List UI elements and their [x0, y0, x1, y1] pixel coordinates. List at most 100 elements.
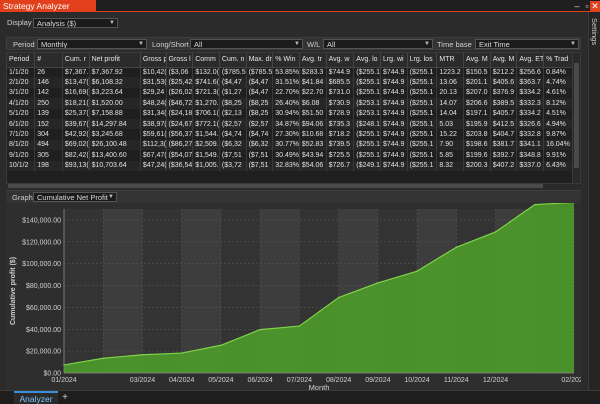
period-value: Monthly	[41, 40, 68, 49]
table-cell: $1,270.	[192, 98, 220, 109]
column-header[interactable]: Period	[7, 53, 36, 68]
column-header[interactable]: Gross l	[166, 53, 194, 68]
table-cell: 142	[34, 87, 63, 99]
table-cell: 7/1/20	[7, 129, 36, 140]
table-cell: ($8,25	[246, 108, 274, 119]
column-header[interactable]: Avg. ET	[516, 53, 545, 68]
table-cell: $744.9	[380, 87, 408, 99]
column-header[interactable]: Avg. tr	[299, 53, 327, 68]
column-header[interactable]: Lrg. los	[407, 53, 438, 68]
table-cell: ($255.1	[407, 150, 438, 161]
long-short-label: Long/Short	[152, 40, 189, 49]
cumulative-profit-chart: $0.00 $20,000.00 $40,000.00 $60,000.00 $80,0…	[10, 201, 587, 392]
table-cell: $728.9	[326, 108, 355, 119]
table-cell: 139	[34, 108, 63, 119]
display-label: Display	[7, 18, 32, 27]
table-cell: 1223.2	[436, 67, 465, 78]
column-header[interactable]: Max. dr	[246, 53, 274, 68]
settings-panel-tab[interactable]: Settings	[588, 12, 600, 392]
table-cell: $392.7	[490, 150, 518, 161]
vertical-scrollbar[interactable]	[572, 53, 580, 183]
table-row[interactable]: 3/1/20 142 $16,69($3,223.64 $29,24 ($26,02 $7…	[7, 87, 573, 99]
table-cell: $363.7	[516, 77, 545, 88]
table-cell: $94.06	[299, 118, 327, 130]
table-row[interactable]: 2/1/20 146 $13,47($6,108.32 $31,53(($25,42 $…	[7, 77, 573, 88]
column-header[interactable]: Avg. lo	[353, 53, 381, 68]
profit-area	[64, 202, 574, 373]
table-cell: ($255.1	[407, 160, 438, 171]
wl-select[interactable]: All ▼	[323, 39, 433, 49]
table-cell: ($4,47	[246, 87, 274, 99]
table-cell: $7,367.	[62, 67, 90, 78]
column-header[interactable]: Cum. r	[62, 53, 90, 68]
table-cell: ($253.1	[353, 98, 381, 109]
table-cell: 14.04	[436, 108, 465, 119]
tab-analyzer[interactable]: Analyzer	[14, 391, 58, 404]
table-cell: 30.77%	[272, 139, 300, 151]
table-cell: 4.94%	[543, 118, 573, 130]
column-header[interactable]: % Win	[272, 53, 300, 68]
add-tab-icon[interactable]: +	[62, 392, 68, 403]
minimize-icon[interactable]: –	[574, 1, 580, 11]
column-header[interactable]: Gross p	[140, 53, 167, 68]
column-header[interactable]: #	[34, 53, 63, 68]
table-cell: $197.1	[463, 108, 491, 119]
table-cell: $18,21(	[62, 98, 90, 109]
table-cell: $10,42(	[140, 67, 167, 78]
table-cell: $1,520.00	[89, 98, 141, 109]
table-cell: ($7,51	[219, 150, 247, 161]
table-cell: $25,37(	[62, 108, 90, 119]
graph-select[interactable]: Cumulative Net Profit ▼	[33, 192, 117, 202]
table-cell: $685.5	[326, 77, 355, 88]
table-cell: ($46,72	[166, 98, 194, 109]
column-header[interactable]: Lrg. wi	[380, 53, 408, 68]
close-icon[interactable]: ✕	[590, 1, 600, 11]
scroll-thumb[interactable]	[8, 184, 543, 188]
table-cell: $41.84	[299, 77, 327, 88]
table-row[interactable]: 7/1/20 304 $42,92($3,245.68 $59,61(($56,37 $…	[7, 129, 573, 140]
table-cell: $6,108.32	[89, 77, 141, 88]
table-cell: 8.32	[436, 160, 465, 171]
table-cell: $334.2	[516, 87, 545, 99]
column-header[interactable]: Cum. n	[219, 53, 247, 68]
table-row[interactable]: 10/1/2 198 $93,13($10,703.64 $47,24(($36,54…	[7, 160, 573, 171]
column-header[interactable]: MTR	[436, 53, 465, 68]
table-cell: ($2,57	[246, 118, 274, 130]
table-cell: ($785.5	[246, 67, 274, 78]
table-row[interactable]: 6/1/20 152 $39,67($14,297.84 $38,97(($24,67…	[7, 118, 573, 130]
table-cell: 13.06	[436, 77, 465, 88]
table-row[interactable]: 4/1/20 250 $18,21($1,520.00 $48,24(($46,72 $…	[7, 98, 573, 109]
x-tick-label: 03/2024	[130, 377, 155, 384]
restore-icon[interactable]: ▫	[585, 1, 589, 11]
table-cell: $1,544.	[192, 129, 220, 140]
table-cell: $744.9	[380, 139, 408, 151]
period-select[interactable]: Monthly ▼	[37, 39, 147, 49]
long-short-select[interactable]: All ▼	[190, 39, 303, 49]
table-row[interactable]: 8/1/20 494 $69,02($26,100.48 $112,3(($86,27…	[7, 139, 573, 151]
table-cell: $10.68	[299, 129, 327, 140]
table-row[interactable]: 9/1/20 305 $82,42($13,400.60 $67,47(($54,07…	[7, 150, 573, 161]
data-point	[416, 270, 418, 272]
table-cell: $706.1(	[192, 108, 220, 119]
table-cell: 22.70%	[272, 87, 300, 99]
table-cell: ($4,47	[246, 77, 274, 88]
table-cell: $199.6	[463, 150, 491, 161]
x-axis-label: Month	[309, 383, 330, 390]
column-header[interactable]: % Trad	[543, 53, 573, 68]
column-header[interactable]: Comm	[192, 53, 220, 68]
table-row[interactable]: 5/1/20 139 $25,37($7,158.88 $31,34(($24,18 $…	[7, 108, 573, 119]
scroll-thumb[interactable]	[574, 63, 579, 168]
table-cell: $13,47(	[62, 77, 90, 88]
horizontal-scrollbar[interactable]	[6, 184, 581, 188]
table-cell: 494	[34, 139, 63, 151]
table-cell: ($4,47	[219, 77, 247, 88]
time-base-select[interactable]: Exit Time ▼	[475, 39, 579, 49]
column-header[interactable]: Avg. M	[463, 53, 491, 68]
table-row[interactable]: 1/1/20 26 $7,367. $7,367.92 $10,42(($3,06 $13…	[7, 67, 573, 78]
data-point	[377, 282, 379, 284]
table-cell: 16.04%	[543, 139, 573, 151]
column-header[interactable]: Avg. w	[326, 53, 355, 68]
column-header[interactable]: Avg. M	[490, 53, 518, 68]
column-header[interactable]: Net profit	[89, 53, 141, 68]
display-select[interactable]: Analysis ($) ▼	[33, 18, 118, 28]
